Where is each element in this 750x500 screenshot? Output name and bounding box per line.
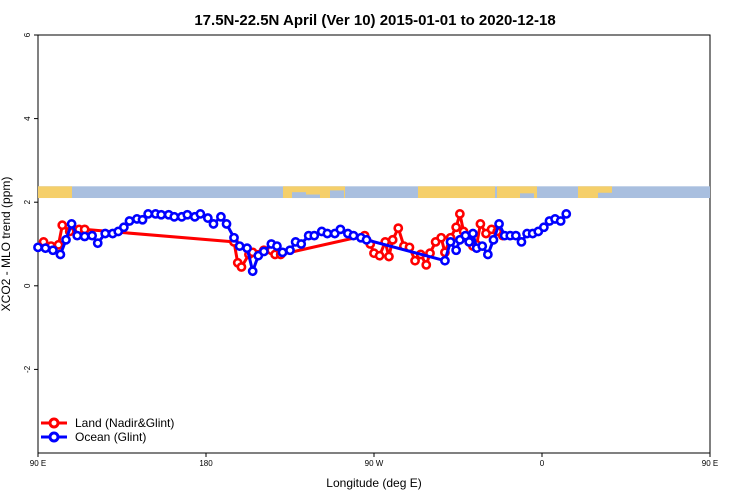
map-land-3 [497,186,537,199]
map-land-0 [38,186,72,199]
data-point [482,249,493,260]
data-point [57,220,68,231]
data-point [475,219,486,229]
data-point [61,234,71,245]
data-point [277,247,288,258]
data-point [272,241,282,251]
data-point [510,230,521,241]
data-point [454,209,465,219]
data-point [247,266,258,277]
data-point [169,211,180,222]
data-point [156,209,167,220]
map-ocean-inlet-2 [330,190,344,199]
data-point [440,255,450,266]
data-point [79,231,90,242]
data-point [92,238,103,249]
data-point [72,230,83,241]
data-point [387,234,398,245]
legend-marker-land [48,417,60,429]
data-point [53,239,64,250]
chart-title: 17.5N-22.5N April (Ver 10) 2015-01-01 to… [194,12,555,29]
data-point [202,213,213,223]
x-tick-label: 90 W [365,459,384,468]
series-1 [33,209,572,277]
data-point [445,237,456,247]
y-tick-label: 0 [23,283,32,288]
data-point [234,241,245,251]
series-layer [33,209,572,277]
data-point [555,216,566,226]
data-point [236,262,247,272]
data-point [48,245,58,256]
data-point [410,255,420,266]
data-point [208,219,219,229]
data-point [488,234,499,245]
x-tick-label: 90 E [702,459,718,468]
map-ocean [38,186,710,199]
data-point [258,246,269,257]
data-point [516,237,527,247]
data-point [137,214,148,225]
data-point [561,209,572,219]
data-point [468,228,478,239]
data-point [384,251,394,262]
y-tick-label: -2 [23,365,32,373]
y-tick-label: 4 [23,116,32,121]
data-point [221,219,232,229]
map-ocean-inlet-0 [292,192,306,199]
data-point [494,219,504,229]
data-point [421,259,432,270]
data-point [451,245,462,256]
data-point [538,222,549,233]
x-tick-label: 0 [540,459,545,468]
y-tick-label: 2 [23,199,32,204]
data-point [436,232,447,243]
data-point [242,243,252,254]
data-point [40,243,51,254]
map-ocean-inlet-4 [598,192,612,199]
map-strip [38,186,710,199]
data-point [229,232,239,243]
data-point [195,209,206,219]
data-point [464,237,475,247]
map-ocean-inlet-1 [306,194,320,199]
x-axis-label: Longitude (deg E) [326,476,421,490]
map-land-4 [578,186,612,199]
data-point [309,230,320,241]
data-point [361,234,372,245]
y-axis: -2 0 2 4 6 [23,32,38,373]
map-ocean-inlet-3 [520,193,534,199]
data-point [296,239,307,249]
data-point [33,242,43,253]
data-point [55,249,66,260]
legend-marker-ocean [48,431,60,443]
map-land-2 [418,186,495,199]
data-point [87,230,98,241]
data-point [348,230,359,241]
data-point [477,241,488,251]
data-point [451,222,462,233]
data-point [182,209,193,220]
data-point [335,224,346,235]
x-tick-label: 90 E [30,459,46,468]
x-axis: 90 E 180 90 W 0 90 E [30,453,718,468]
data-point [100,228,111,239]
data-point [285,245,295,256]
data-point [393,223,404,234]
data-point [143,209,154,219]
data-point [322,228,333,239]
y-tick-label: 6 [23,32,32,37]
legend: Land (Nadir&Glint) Ocean (Glint) [41,416,174,444]
legend-label-ocean: Ocean (Glint) [75,430,146,444]
x-tick-label: 180 [199,459,213,468]
map-land-1 [283,186,345,199]
data-point [118,222,129,233]
legend-label-land: Land (Nadir&Glint) [75,416,174,430]
data-point [374,250,385,261]
data-point [216,211,226,222]
y-axis-label: XCO2 - MLO trend (ppm) [0,177,13,312]
data-point [66,219,77,229]
data-point [124,216,135,226]
